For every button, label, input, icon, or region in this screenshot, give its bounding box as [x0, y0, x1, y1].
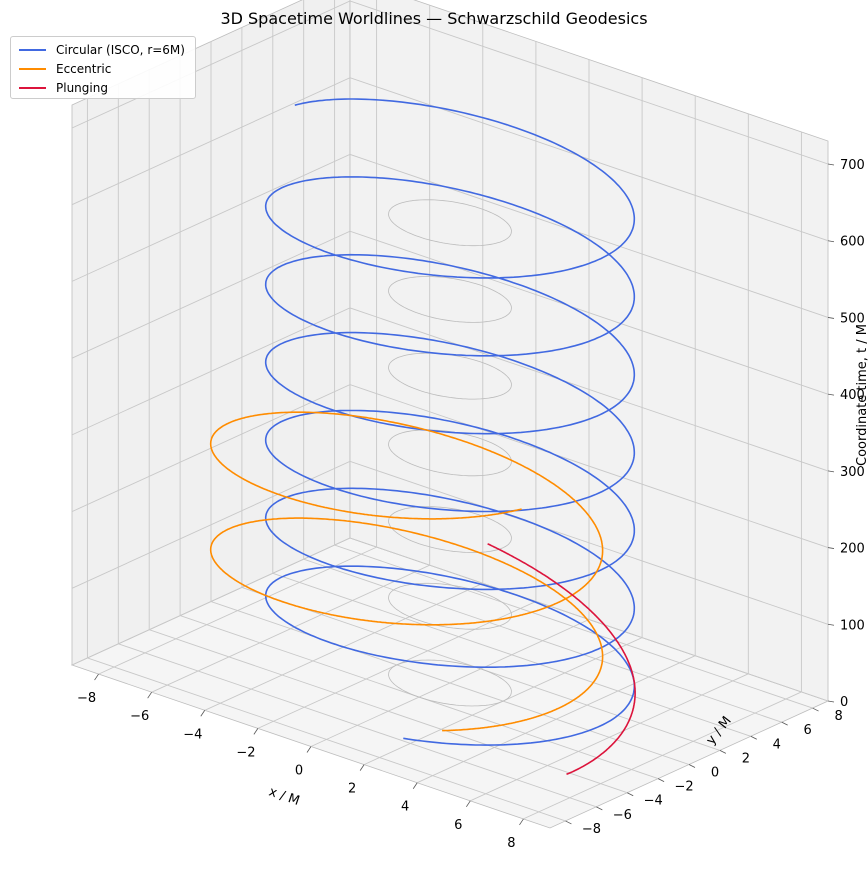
- legend-swatch-eccentric: [19, 67, 46, 70]
- x-tick-mark: [359, 764, 365, 771]
- horizon-circle: [388, 352, 512, 400]
- legend-swatch-plunging: [19, 86, 46, 89]
- z-tick-label: 0: [840, 695, 848, 710]
- series-line-eccentric: [209, 411, 604, 732]
- legend: Circular (ISCO, r=6M) Eccentric Plunging: [10, 36, 196, 99]
- x-tick-mark: [94, 673, 99, 681]
- z-tick-mark: [827, 393, 835, 396]
- legend-swatch-circular: [19, 48, 46, 51]
- z-tick-label: 600: [840, 235, 865, 250]
- grid-line-z: [71, 77, 829, 242]
- z-tick-mark: [827, 163, 835, 166]
- x-tick-mark: [306, 746, 312, 753]
- z-tick-label: 300: [840, 465, 865, 480]
- grid-line-z: [71, 460, 829, 625]
- x-tick-label: −2: [236, 745, 255, 760]
- z-tick-mark: [827, 317, 835, 319]
- horizon-circle: [388, 582, 512, 630]
- chart-title: 3D Spacetime Worldlines — Schwarzschild …: [220, 9, 647, 28]
- grid-line-z: [71, 384, 829, 549]
- x-tick-mark: [200, 710, 206, 717]
- legend-label-eccentric: Eccentric: [56, 61, 112, 76]
- grid-line-z: [71, 230, 829, 395]
- horizon-circle: [388, 659, 512, 707]
- reference-circles: [388, 199, 512, 707]
- y-tick-label: 8: [834, 709, 842, 724]
- y-tick-label: −4: [644, 794, 663, 809]
- series-line-plunge: [487, 543, 636, 776]
- z-tick-mark: [827, 547, 835, 549]
- y-tick-mark: [750, 735, 757, 740]
- y-tick-label: −2: [675, 780, 694, 795]
- z-tick-mark: [827, 623, 835, 626]
- x-tick-label: −4: [183, 727, 202, 742]
- tick-labels: −8−6−4−202468−8−6−4−20246801002003004005…: [77, 158, 865, 851]
- x-tick-mark: [466, 800, 471, 808]
- y-tick-mark: [565, 820, 572, 825]
- z-tick-label: 200: [840, 542, 865, 557]
- x-tick-label: 2: [348, 782, 356, 797]
- axes-panes: [70, 0, 830, 829]
- y-tick-mark: [812, 707, 819, 712]
- y-tick-label: 4: [773, 737, 781, 752]
- y-tick-mark: [596, 806, 603, 811]
- x-tick-mark: [519, 818, 524, 826]
- y-tick-label: −6: [613, 808, 632, 823]
- y-tick-mark: [657, 778, 665, 782]
- legend-item-circular: Circular (ISCO, r=6M): [19, 40, 195, 59]
- legend-label-circular: Circular (ISCO, r=6M): [56, 42, 185, 57]
- z-tick-label: 100: [840, 618, 865, 633]
- z-axis-label: Coordinate time, t / M: [855, 324, 868, 466]
- x-tick-mark: [253, 728, 259, 735]
- z-tick-mark: [827, 470, 835, 473]
- horizon-circle: [388, 429, 512, 477]
- grid-line-z: [71, 537, 829, 702]
- legend-label-plunging: Plunging: [56, 80, 108, 95]
- x-tick-label: 4: [401, 800, 409, 815]
- horizon-circle: [388, 199, 512, 247]
- y-tick-label: 2: [742, 751, 750, 766]
- legend-item-plunging: Plunging: [19, 78, 195, 97]
- series-line-circular: [264, 98, 636, 746]
- x-tick-label: −8: [77, 691, 96, 706]
- grid-line-z: [71, 307, 829, 472]
- legend-item-eccentric: Eccentric: [19, 59, 195, 78]
- z-tick-label: 400: [840, 388, 865, 403]
- x-tick-mark: [412, 782, 418, 789]
- y-tick-label: 0: [711, 766, 719, 781]
- z-tick-mark: [827, 240, 835, 243]
- x-axis-label: x / M: [267, 784, 302, 808]
- y-tick-mark: [688, 764, 696, 768]
- y-tick-mark: [781, 721, 788, 726]
- y-tick-mark: [627, 792, 634, 797]
- x-tick-label: 0: [295, 764, 303, 779]
- z-tick-label: 500: [840, 311, 865, 326]
- grid-line-z: [71, 153, 829, 318]
- z-tick-mark: [827, 700, 835, 703]
- x-tick-mark: [147, 691, 152, 699]
- x-tick-label: 8: [507, 836, 515, 851]
- series-curves: [209, 98, 636, 776]
- y-tick-label: 6: [804, 723, 812, 738]
- x-tick-label: −6: [130, 709, 149, 724]
- z-tick-label: 700: [840, 158, 865, 173]
- x-tick-label: 6: [454, 818, 462, 833]
- horizon-circle: [388, 506, 512, 553]
- y-tick-label: −8: [582, 822, 601, 837]
- y-tick-mark: [719, 750, 727, 754]
- grid-lines: [71, 0, 829, 822]
- horizon-circle: [388, 276, 512, 323]
